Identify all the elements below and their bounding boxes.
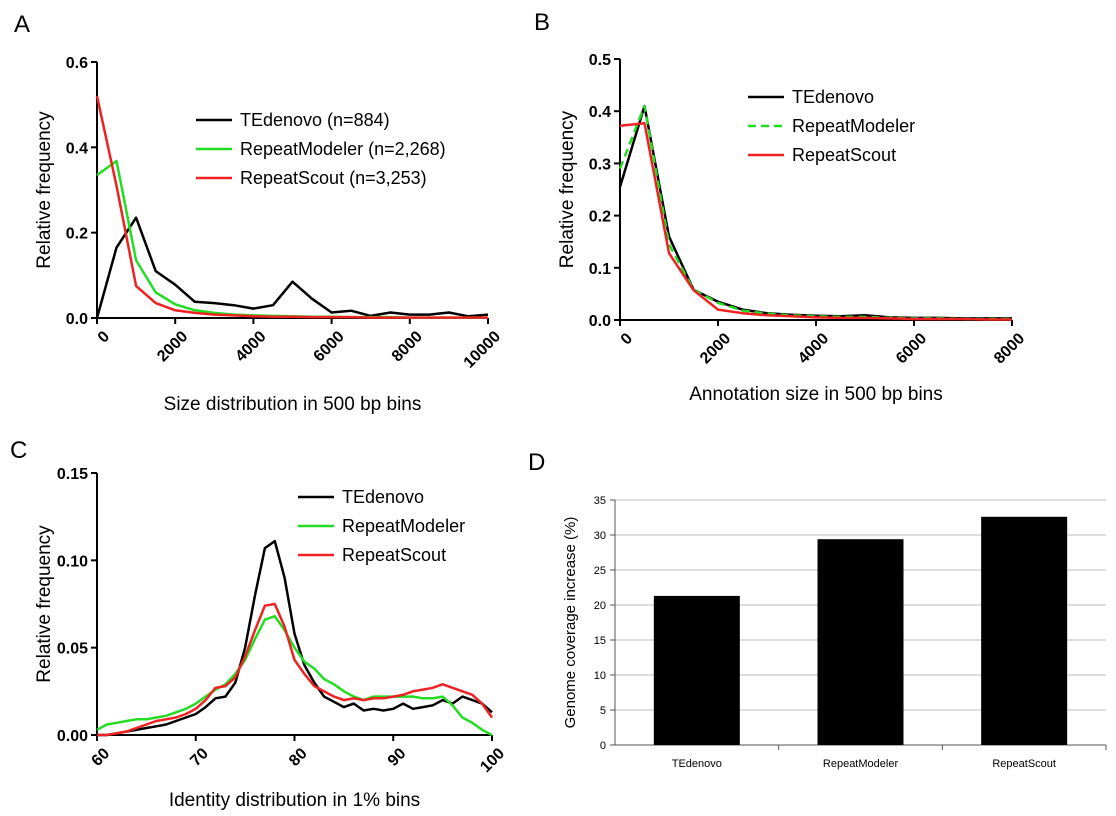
panel-letter-c: C	[10, 437, 27, 464]
series-line-repeatscout	[97, 602, 494, 737]
y-axis-title: Relative frequency	[557, 110, 578, 268]
y-tick-label: 25	[594, 565, 606, 577]
series-line-tedenovo	[95, 216, 489, 319]
legend-label: RepeatModeler	[792, 116, 915, 136]
y-tick-label: 5	[600, 705, 606, 717]
x-axis-title: Identity distribution in 1% bins	[169, 790, 420, 811]
legend-label: TEdenovo (n=884)	[240, 110, 390, 130]
x-tick-label: 100	[477, 745, 508, 776]
panel-letter-d: D	[528, 449, 545, 476]
y-tick-label: 20	[594, 600, 606, 612]
legend-label: RepeatScout	[342, 545, 446, 565]
y-tick-label: 0.1	[589, 261, 611, 278]
x-category-label: TEdenovo	[672, 758, 722, 770]
x-tick-label: 4000	[232, 328, 269, 365]
series-line-repeatmodeler	[96, 614, 493, 737]
y-tick-label: 0.00	[57, 728, 88, 745]
y-axis-title: Genome coverage increase (%)	[562, 517, 579, 729]
series-line-tedenovo	[618, 104, 1012, 320]
legend-label: RepeatModeler (n=2,268)	[240, 139, 446, 159]
y-tick-label: 0.4	[66, 140, 88, 157]
series-line-repeatscout	[95, 95, 488, 319]
legend-label: TEdenovo	[342, 487, 424, 507]
x-tick-label: 0	[95, 328, 113, 346]
x-tick-label: 90	[385, 745, 410, 770]
x-tick-label: 8000	[991, 330, 1028, 367]
y-tick-label: 0.5	[589, 52, 611, 69]
x-axis-title: Size distribution in 500 bp bins	[164, 394, 422, 415]
y-tick-label: 0.05	[57, 641, 88, 658]
series-line-repeatscout	[619, 121, 1012, 321]
x-tick-label: 60	[89, 745, 114, 770]
chart-a-size-distribution: 0.0 0.2 0.4 0.6 0 2000 4000 6000 8000 10000 TEdeno…	[34, 55, 504, 415]
y-tick-label: 30	[594, 530, 606, 542]
x-tick-label: 10000	[461, 328, 505, 372]
x-category-label: RepeatScout	[992, 758, 1056, 770]
legend-label: RepeatModeler	[342, 516, 465, 536]
y-tick-label: 0.6	[66, 55, 88, 72]
y-tick-label: 0.0	[66, 311, 88, 328]
series-line-repeatmodeler	[618, 104, 1012, 321]
x-tick-label: 6000	[311, 328, 348, 365]
x-axis-title: Annotation size in 500 bp bins	[689, 384, 943, 405]
x-tick-label: 0	[618, 330, 636, 348]
x-tick-label: 2000	[154, 328, 191, 365]
y-tick-label: 0.4	[589, 104, 611, 121]
y-tick-label: 0.3	[589, 156, 611, 173]
y-tick-label: 0.10	[57, 553, 88, 570]
x-tick-label: 6000	[893, 330, 930, 367]
y-tick-label: 0.2	[589, 209, 611, 226]
legend-label: RepeatScout	[792, 145, 896, 165]
y-tick-label: 35	[594, 495, 606, 507]
bar-repeatscout	[981, 516, 1068, 745]
bar-repeatmodeler	[817, 539, 904, 745]
chart-b-annotation-size: 0.0 0.1 0.2 0.3 0.4 0.5 0 2000 4000 6000 8000 TEden…	[557, 52, 1028, 405]
chart-c-identity-distribution: 0.00 0.05 0.10 0.15 60 70 80 90 100 TEdenovo Repea…	[34, 466, 508, 811]
x-tick-label: 8000	[389, 328, 426, 365]
legend-label: TEdenovo	[792, 87, 874, 107]
series-line-tedenovo	[97, 539, 493, 737]
legend-label: RepeatScout (n=3,253)	[240, 168, 427, 188]
panel-letter-b: B	[534, 9, 550, 36]
bar-tedenovo	[653, 595, 740, 745]
y-tick-label: 15	[594, 635, 606, 647]
panel-letter-a: A	[14, 11, 30, 38]
y-tick-label: 10	[594, 670, 606, 682]
chart-d-genome-coverage: 0 5 10 15 20 25 30 35 TEdenovo RepeatModeler Repea…	[562, 495, 1107, 770]
x-tick-label: 80	[286, 745, 311, 770]
y-tick-label: 0	[600, 740, 606, 752]
y-tick-label: 0.2	[66, 226, 88, 243]
x-category-label: RepeatModeler	[823, 758, 899, 770]
y-axis-title: Relative frequency	[34, 111, 55, 269]
x-tick-label: 4000	[795, 330, 832, 367]
x-tick-label: 2000	[697, 330, 734, 367]
y-axis-title: Relative frequency	[34, 525, 55, 683]
y-tick-label: 0.15	[57, 466, 88, 483]
y-tick-label: 0.0	[589, 313, 611, 330]
x-tick-label: 70	[187, 745, 212, 770]
